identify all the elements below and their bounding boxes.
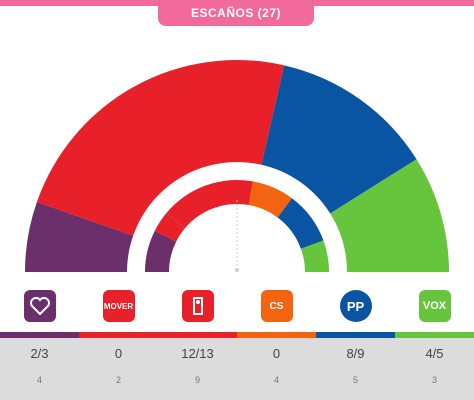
- color-segment: [237, 332, 316, 338]
- previous-seats: 3: [431, 375, 437, 385]
- slice-pp: [277, 198, 324, 249]
- slice-mover: [154, 212, 185, 242]
- podemos-logo-icon: [23, 290, 56, 322]
- heart-icon: [29, 297, 50, 315]
- party-podemos[interactable]: [0, 284, 79, 328]
- value-cell: 2/3 4: [0, 338, 79, 400]
- previous-seats: 4: [273, 375, 279, 385]
- outer-ring: [25, 59, 449, 272]
- color-segment: [158, 332, 237, 338]
- color-segment: [316, 332, 395, 338]
- slice-podemos: [145, 230, 177, 272]
- previous-seats: 4: [36, 375, 42, 385]
- party-logos: MOVER CS PP VOX: [0, 284, 474, 328]
- seat-range: 0: [114, 346, 123, 361]
- party-vox[interactable]: VOX: [395, 284, 474, 328]
- slice-vox: [330, 159, 449, 272]
- color-segment: [79, 332, 158, 338]
- inner-ring: [145, 180, 329, 272]
- seat-range: 8/9: [346, 346, 365, 361]
- mover-logo-text: MOVER: [103, 301, 134, 311]
- mover-logo-icon: MOVER: [102, 290, 135, 322]
- party-mover[interactable]: MOVER: [79, 284, 158, 328]
- value-cell: 8/9 5: [316, 338, 395, 400]
- previous-seats: 9: [194, 375, 200, 385]
- seat-range: 0: [272, 346, 281, 361]
- vox-logo-icon: VOX: [418, 290, 451, 322]
- previous-seats: 5: [352, 375, 358, 385]
- slice-podemos: [25, 201, 134, 272]
- value-cell: 12/13 9: [158, 338, 237, 400]
- color-segment: [0, 332, 79, 338]
- slice-vox: [300, 240, 329, 272]
- slice-psoe: [166, 180, 253, 229]
- pp-logo-icon: PP: [339, 290, 372, 322]
- party-color-bar: [0, 332, 474, 338]
- party-pp[interactable]: PP: [316, 284, 395, 328]
- seat-range: 4/5: [425, 346, 444, 361]
- vox-logo-text: VOX: [422, 300, 447, 312]
- cs-logo-text: CS: [269, 300, 284, 312]
- center-dot: [235, 268, 239, 272]
- seat-chart: [25, 59, 449, 272]
- party-cs[interactable]: CS: [237, 284, 316, 328]
- value-cell: 4/5 3: [395, 338, 474, 400]
- cs-logo-icon: CS: [260, 290, 293, 322]
- slice-psoe: [36, 59, 285, 236]
- color-segment: [395, 332, 474, 338]
- seat-range: 12/13: [181, 346, 214, 361]
- pp-logo-text: PP: [346, 298, 365, 314]
- seat-range: 2/3: [30, 346, 49, 361]
- chart-title: ESCAÑOS (27): [158, 0, 314, 26]
- party-psoe[interactable]: [158, 284, 237, 328]
- psoe-logo-icon: [181, 290, 214, 322]
- psoe-icon: [192, 297, 203, 315]
- slice-cs: [248, 181, 292, 218]
- slice-pp: [261, 65, 417, 214]
- previous-seats: 2: [115, 375, 121, 385]
